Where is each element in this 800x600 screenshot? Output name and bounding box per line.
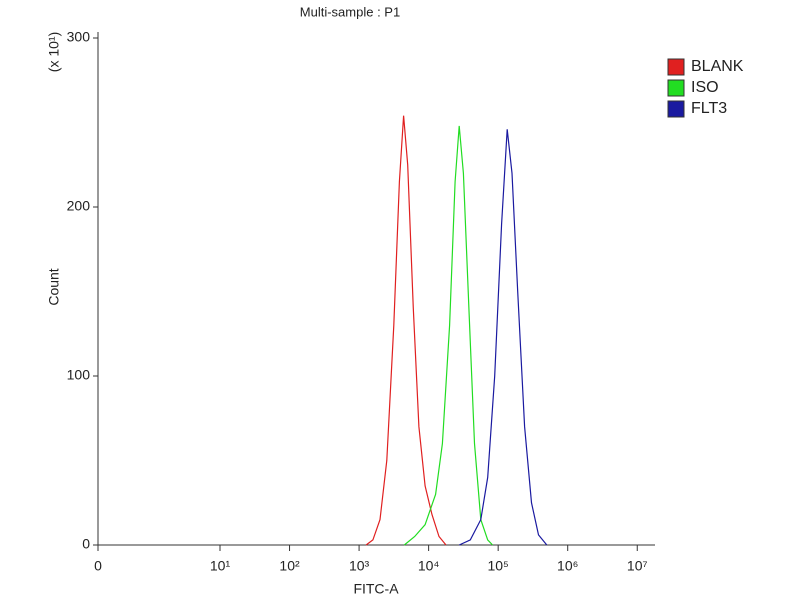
legend-label: ISO <box>691 79 719 96</box>
legend-swatch <box>667 100 685 118</box>
y-axis-label: Count <box>46 268 62 305</box>
legend-swatch <box>667 79 685 97</box>
series-line <box>458 129 548 546</box>
y-tick-label: 0 <box>82 536 90 552</box>
x-tick-label: 10⁵ <box>487 558 508 574</box>
x-axis-label: FITC-A <box>353 581 399 597</box>
legend-swatch <box>667 58 685 76</box>
x-tick-label: 10⁴ <box>418 558 440 574</box>
chart-title: Multi-sample : P1 <box>300 4 400 19</box>
legend-label: FLT3 <box>691 100 727 117</box>
series-line <box>403 125 494 546</box>
x-tick-label: 0 <box>94 558 102 574</box>
y-tick-label: 100 <box>67 367 91 383</box>
x-tick-label: 10³ <box>349 558 370 574</box>
x-tick-label: 10¹ <box>210 558 231 574</box>
legend-label: BLANK <box>691 58 744 75</box>
y-multiplier: (x 10¹) <box>46 32 62 72</box>
x-tick-label: 10⁶ <box>557 558 578 574</box>
y-tick-label: 300 <box>67 29 91 45</box>
x-tick-label: 10⁷ <box>627 558 648 574</box>
y-tick-label: 200 <box>67 198 91 214</box>
x-tick-label: 10² <box>279 558 300 574</box>
